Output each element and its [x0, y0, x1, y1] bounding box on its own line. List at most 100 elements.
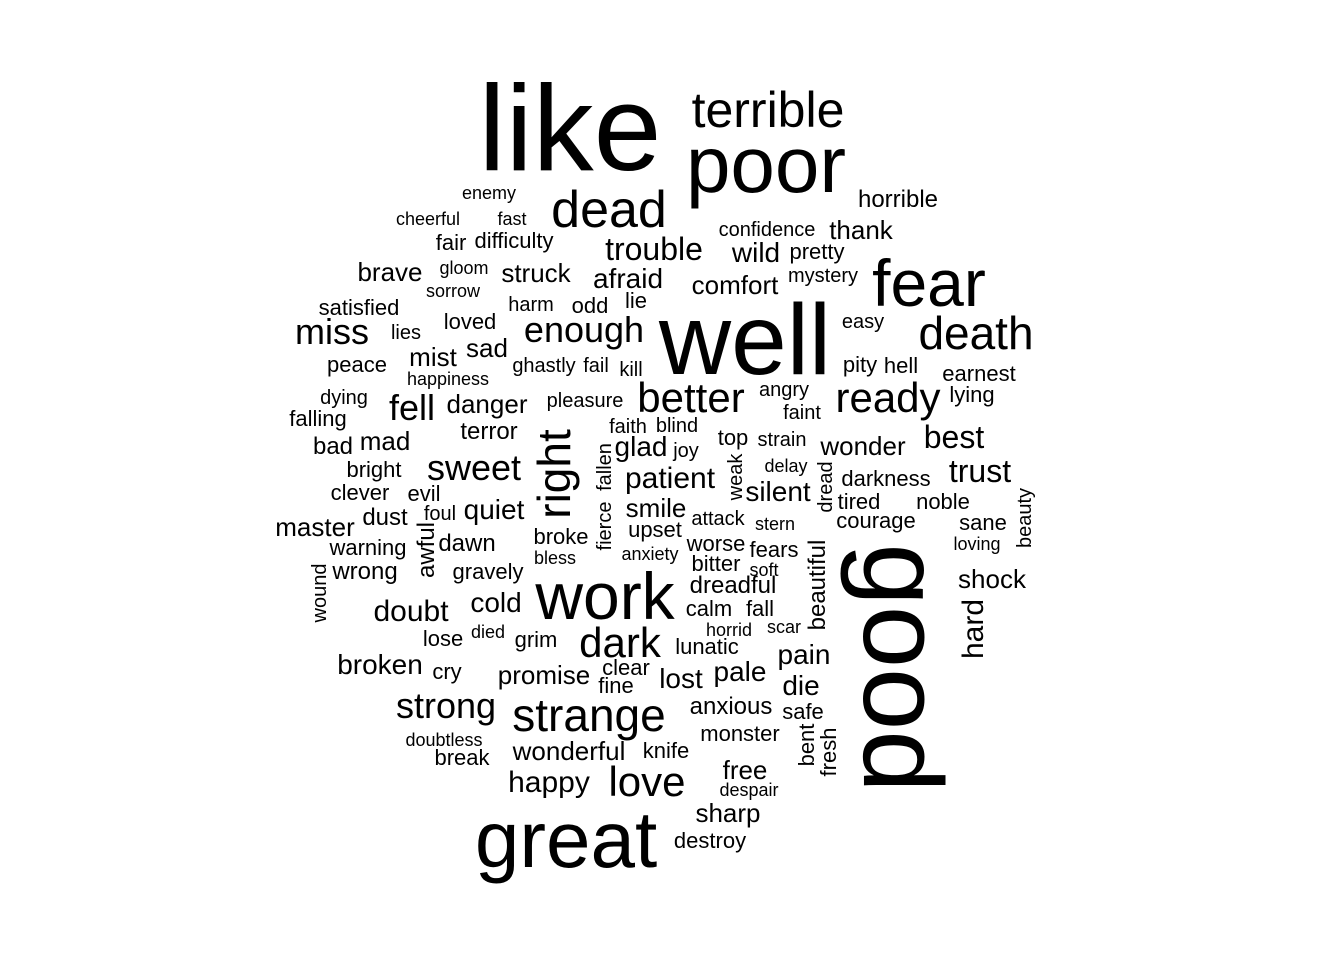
word-despair: despair [719, 780, 779, 800]
word-dying: dying [320, 387, 368, 409]
word-angry: angry [758, 379, 810, 401]
word-miss: miss [295, 311, 369, 352]
word-sane: sane [959, 510, 1007, 535]
word-cold: cold [470, 587, 522, 618]
word-cry: cry [432, 659, 462, 684]
word-fear: fear [872, 246, 986, 320]
word-difficulty: difficulty [474, 228, 554, 253]
word-master: master [275, 512, 355, 542]
word-blind: blind [655, 415, 699, 437]
word-die: die [782, 670, 820, 701]
word-patient: patient [624, 462, 716, 495]
word-dread: dread [815, 461, 837, 513]
word-grim: grim [514, 627, 558, 652]
word-dead: dead [551, 181, 667, 239]
word-soft: soft [749, 560, 779, 580]
word-pretty: pretty [789, 239, 845, 264]
word-bless: bless [533, 548, 577, 568]
word-sad: sad [466, 333, 508, 363]
word-faint: faint [783, 402, 821, 424]
word-calm: calm [685, 596, 733, 621]
word-bright: bright [346, 457, 402, 482]
word-shock: shock [958, 564, 1026, 594]
word-fierce: fierce [594, 501, 616, 551]
word-strange: strange [512, 689, 666, 741]
word-bad: bad [312, 433, 354, 460]
word-pity: pity [842, 352, 878, 377]
word-comfort: comfort [691, 270, 779, 300]
word-lie: lie [624, 288, 648, 313]
word-horrid: horrid [705, 620, 753, 640]
word-weak: weak [725, 453, 747, 501]
word-hard: hard [957, 598, 990, 660]
word-lose: lose [422, 626, 464, 651]
word-love: love [608, 758, 686, 805]
word-struck: struck [501, 258, 571, 288]
word-work: work [535, 559, 675, 633]
word-harm: harm [508, 294, 554, 316]
word-free: free [722, 755, 768, 785]
word-wild: wild [731, 237, 781, 268]
word-satisfied: satisfied [318, 295, 400, 320]
word-wonder: wonder [820, 431, 906, 461]
word-anxiety: anxiety [621, 544, 679, 564]
word-stern: stern [754, 514, 796, 534]
word-doubt: doubt [373, 595, 449, 628]
word-fail: fail [583, 355, 609, 377]
word-tired: tired [837, 489, 881, 514]
word-loving: loving [953, 534, 1001, 554]
word-strong: strong [395, 685, 497, 726]
word-pleasure: pleasure [546, 390, 624, 412]
word-joy: joy [673, 440, 699, 462]
word-mad: mad [359, 426, 411, 456]
word-fair: fair [435, 230, 467, 255]
word-happy: happy [508, 766, 590, 799]
word-wrong: wrong [332, 558, 398, 585]
word-happiness: happiness [406, 369, 490, 389]
word-falling: falling [289, 406, 347, 431]
word-beauty: beauty [1014, 487, 1036, 549]
word-glad: glad [614, 431, 668, 462]
word-horrible: horrible [857, 186, 939, 213]
word-died: died [470, 622, 506, 642]
word-dark: dark [579, 619, 661, 666]
word-worse: worse [686, 531, 746, 556]
word-brave: brave [357, 257, 423, 287]
word-wound: wound [309, 563, 331, 623]
word-lunatic: lunatic [675, 634, 739, 659]
word-hell: hell [883, 353, 919, 378]
word-fallen: fallen [594, 443, 616, 491]
word-kill: kill [619, 359, 643, 381]
word-upset: upset [628, 517, 682, 542]
word-lost: lost [659, 663, 703, 694]
word-clever: clever [330, 480, 390, 505]
word-death: death [918, 307, 1034, 359]
word-right: right [528, 429, 580, 519]
word-lies: lies [390, 322, 422, 344]
word-broke: broke [533, 524, 589, 549]
word-noble: noble [916, 489, 970, 514]
word-enemy: enemy [461, 183, 517, 203]
word-best: best [923, 419, 985, 455]
word-wonderful: wonderful [512, 736, 626, 766]
word-monster: monster [700, 721, 780, 746]
word-delay: delay [764, 456, 808, 476]
word-darkness: darkness [841, 466, 931, 491]
word-scar: scar [766, 617, 802, 637]
word-knife: knife [642, 738, 690, 763]
word-pale: pale [713, 656, 767, 687]
word-smile: smile [625, 493, 687, 523]
word-destroy: destroy [673, 828, 747, 853]
word-fresh: fresh [816, 727, 841, 777]
word-break: break [434, 745, 490, 770]
word-beautiful: beautiful [804, 539, 831, 631]
word-strain: strain [757, 429, 807, 451]
word-easy: easy [841, 311, 885, 333]
word-ghastly: ghastly [512, 355, 576, 377]
word-safe: safe [782, 699, 824, 724]
word-confidence: confidence [718, 219, 816, 241]
word-ready: ready [835, 374, 941, 421]
word-afraid: afraid [592, 263, 664, 294]
word-gloom: gloom [439, 258, 489, 278]
